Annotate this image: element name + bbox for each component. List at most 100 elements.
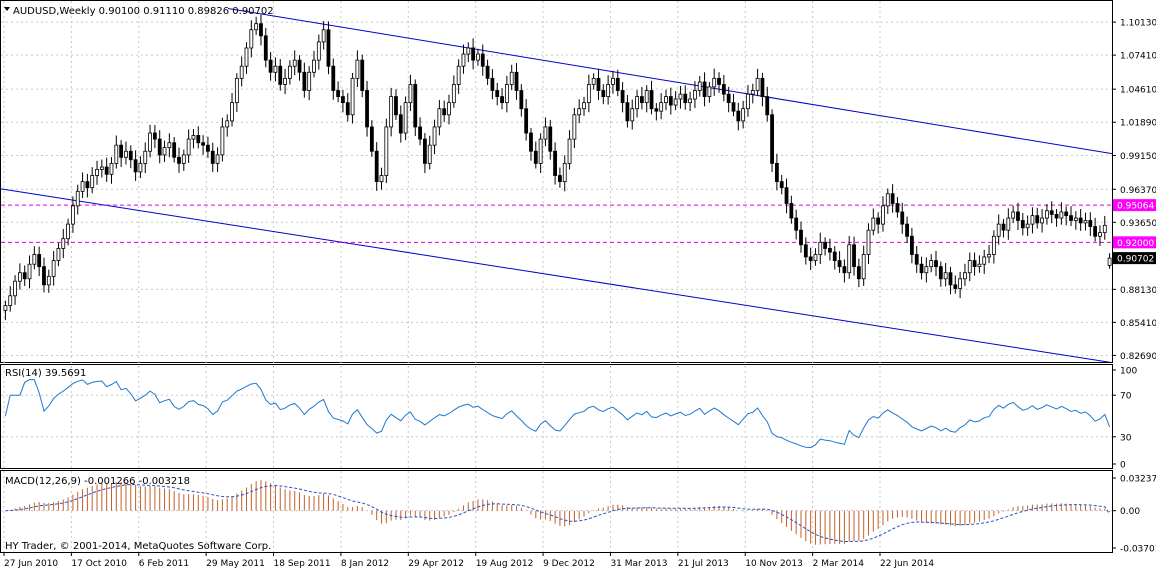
candle-body — [934, 260, 938, 268]
candle-body — [635, 96, 639, 110]
candle-body — [114, 144, 119, 164]
price-tick-label: 0.88130 — [1120, 286, 1156, 296]
candle-body — [71, 205, 75, 225]
candle-body — [27, 263, 32, 280]
level-price-label: 0.92000 — [1117, 239, 1154, 249]
candle-body — [707, 86, 712, 97]
candle-body — [909, 235, 914, 255]
candle-body — [885, 193, 890, 207]
candle-body — [750, 90, 755, 95]
candle-body — [90, 175, 95, 189]
trend-channel — [0, 8, 1112, 362]
candle-body — [249, 29, 254, 49]
candle-body — [244, 47, 249, 67]
candle-body — [529, 132, 533, 152]
candle-body — [996, 223, 1001, 237]
candle-body — [572, 114, 577, 140]
candle-body — [423, 138, 427, 164]
candle-body — [394, 96, 398, 116]
candle-body — [895, 203, 900, 213]
time-tick-label: 8 Jan 2012 — [341, 559, 389, 569]
candle-body — [297, 59, 302, 73]
candle-body — [1059, 211, 1064, 219]
price-tick-label: 1.04610 — [1120, 86, 1156, 96]
candle-body — [278, 65, 283, 85]
candle-body — [808, 256, 813, 261]
candle-body — [206, 144, 210, 152]
rsi-panel — [0, 364, 1113, 469]
time-tick-label: 17 Oct 2010 — [71, 559, 127, 569]
candle-body — [138, 162, 143, 173]
time-tick-label: 29 Apr 2012 — [408, 559, 464, 569]
price-tick-label: 1.07410 — [1120, 52, 1156, 62]
candle-body — [210, 150, 215, 164]
candle-body — [683, 93, 688, 104]
candle-body — [818, 241, 823, 255]
candle-body — [789, 203, 794, 219]
candle-body — [900, 211, 905, 225]
candle-body — [991, 235, 996, 255]
candle-body — [620, 90, 625, 104]
candle-body — [693, 90, 697, 100]
candle-body — [1102, 224, 1107, 234]
candle-body — [784, 187, 789, 204]
candle-body — [630, 108, 635, 122]
candle-body — [1035, 215, 1040, 224]
candle-body — [312, 59, 316, 73]
candle-body — [442, 108, 447, 116]
candle-body — [553, 150, 557, 176]
candle-body — [374, 150, 379, 183]
candle-body — [408, 84, 413, 104]
candle-body — [1054, 214, 1059, 219]
candle-body — [538, 138, 543, 164]
time-tick-label: 21 Jul 2013 — [678, 559, 729, 569]
current-price-label: 0.90702 — [1117, 255, 1154, 265]
candle-body — [1069, 215, 1073, 221]
candle-body — [717, 77, 721, 85]
candle-body — [1078, 217, 1083, 224]
candle-body — [721, 84, 726, 95]
candle-body — [128, 150, 133, 161]
candle-body — [341, 96, 345, 104]
candle-body — [1093, 226, 1098, 237]
candle-body — [109, 162, 114, 175]
horizontal-levels: 0.95064 0.92000 0.90702 — [1, 199, 1156, 265]
candle-body — [514, 71, 519, 91]
candle-body — [504, 84, 509, 104]
current-price-label-bg — [1113, 252, 1156, 265]
price-panel — [0, 0, 1113, 363]
candle-body — [172, 142, 177, 158]
candle-body — [302, 71, 307, 91]
candle-body — [181, 154, 186, 164]
candle-body — [427, 144, 432, 164]
candle-body — [524, 108, 529, 134]
candle-body — [8, 295, 13, 306]
candle-body — [712, 77, 717, 88]
time-tick-label: 6 Feb 2011 — [139, 559, 189, 569]
level-price-label-bg — [1113, 199, 1156, 212]
candle-body — [799, 229, 803, 246]
level-price-label-bg — [1113, 236, 1156, 249]
candle-body — [562, 162, 567, 183]
candle-body — [842, 266, 847, 274]
candle-body — [533, 150, 538, 164]
rsi-tick-label: 0 — [1120, 461, 1126, 471]
candle-body — [17, 272, 22, 282]
candle-body — [451, 84, 456, 104]
candle-body — [95, 169, 99, 176]
candle-body — [1025, 223, 1030, 229]
candle-body — [591, 77, 596, 85]
candle-body — [201, 142, 206, 146]
candle-body — [1045, 210, 1049, 219]
rsi-tick-label: 100 — [1120, 367, 1137, 377]
candle-body — [307, 71, 312, 91]
candle-body — [606, 84, 611, 97]
candle-body — [755, 77, 760, 91]
candle-body — [234, 77, 239, 104]
candle-body — [418, 126, 422, 140]
candle-body — [582, 102, 586, 110]
rsi-tick-label: 70 — [1120, 392, 1132, 402]
symbol-dropdown-icon[interactable] — [4, 7, 10, 11]
candle-body — [958, 278, 963, 289]
